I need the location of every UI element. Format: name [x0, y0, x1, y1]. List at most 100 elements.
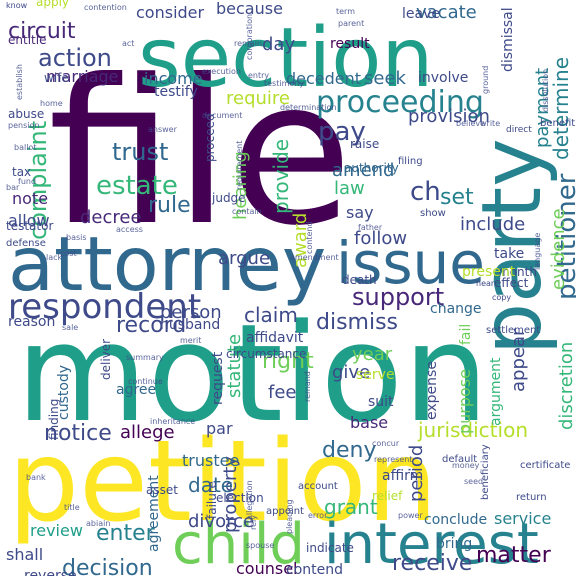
word-counsel: counsel [236, 559, 298, 576]
word-merit: merit [180, 336, 201, 345]
word-settlement: settlement [486, 325, 540, 336]
word-document: document [202, 111, 242, 120]
word-testify: testify [154, 84, 198, 100]
word-statute: statute [224, 334, 245, 398]
word-deny: deny [322, 438, 376, 463]
word-enter: enter [96, 521, 156, 546]
word-petition: petition [8, 417, 438, 547]
word-relief: relief [372, 489, 403, 503]
word-corporation: corporation [245, 14, 254, 60]
word-require: require [226, 88, 290, 109]
word-rely: rely [249, 515, 258, 530]
word-base: base [350, 413, 388, 432]
word-involve: involve [418, 70, 468, 86]
word-amendment: amendment [290, 253, 339, 262]
word-award: award [290, 213, 311, 268]
word-write: write [480, 119, 500, 128]
word-spouse: spouse [246, 541, 274, 550]
word-day: day [262, 34, 295, 55]
word-law: law [334, 178, 365, 199]
word-judge: judge [211, 191, 246, 205]
word-period: period [406, 445, 427, 502]
word-proceeding: proceeding [316, 85, 484, 120]
word-abiain: abiain [86, 519, 110, 528]
word-change: change [430, 301, 482, 317]
word-ground: ground [481, 66, 490, 94]
word-dismiss: dismiss [316, 310, 398, 335]
word-defense: defense [6, 238, 46, 249]
word-evidence: evidence [548, 208, 569, 290]
word-proceed: proceed [203, 113, 217, 162]
word-decree: decree [80, 207, 142, 228]
word-bring: bring [436, 536, 472, 552]
word-because: because [216, 0, 283, 18]
word-fund: fund [18, 177, 36, 186]
word-motion: motion [16, 295, 489, 452]
word-custody: custody [56, 365, 72, 420]
word-entry: entry [248, 71, 269, 80]
word-contention: contention [84, 3, 127, 12]
word-death: death [342, 273, 377, 287]
word-petitioner: petitioner [552, 173, 576, 300]
word-power: power [398, 511, 423, 520]
word-consider: consider [136, 3, 205, 22]
word-concur: concur [372, 439, 400, 448]
word-appear: appear [508, 328, 529, 392]
word-inheritance: inheritance [150, 417, 195, 426]
word-believe: believe [456, 119, 485, 128]
word-indicate: indicate [306, 541, 354, 555]
word-appoint: appoint [266, 506, 304, 517]
word-dismissal: dismissal [500, 7, 516, 72]
word-entitle: entitle [8, 33, 46, 47]
word-review: review [30, 521, 83, 540]
word-husband: husband [160, 317, 220, 333]
word-set: set [440, 185, 474, 210]
word-trustee: trustee [182, 451, 239, 470]
word-reason: reason [8, 314, 55, 330]
word-allow: allow [8, 211, 50, 230]
word-execution: execution [202, 67, 241, 76]
word-note: note [12, 189, 48, 208]
word-finding: finding [47, 399, 61, 440]
word-agree: agree [116, 382, 156, 398]
word-default: default [442, 454, 477, 465]
word-jurisdiction: jurisdiction [417, 418, 528, 442]
word-fail: fail [458, 324, 474, 345]
word-trust: trust [112, 138, 168, 166]
word-date: date [188, 473, 233, 497]
word-receive: receive [392, 551, 472, 576]
word-pension: pension [8, 121, 39, 130]
word-determination: determination [280, 103, 337, 112]
word-account: account [298, 481, 338, 492]
word-bar: bar [6, 183, 20, 192]
word-action: action [38, 44, 112, 72]
word-property: property [220, 456, 241, 533]
word-tax: tax [12, 165, 31, 179]
word-say: say [346, 203, 374, 222]
word-decision: decision [62, 556, 153, 576]
word-pay: pay [318, 117, 366, 147]
word-wife: wife [44, 71, 69, 85]
word-notice: notice [44, 421, 112, 446]
word-complaint: complaint [24, 121, 52, 240]
word-certificate: certificate [520, 460, 570, 471]
word-leave: leave [402, 6, 440, 22]
word-sale: sale [62, 323, 78, 332]
word-allege: allege [120, 422, 175, 443]
word-money: money [452, 461, 480, 470]
word-father: father [358, 223, 383, 232]
word-contend: contend [305, 221, 314, 254]
word-direct: direct [506, 125, 532, 135]
word-testator: testator [6, 219, 53, 233]
word-reverse: reverse [24, 568, 77, 576]
word-attorney: attorney [8, 220, 326, 308]
word-give: give [332, 362, 370, 383]
word-respondent: respondent [8, 287, 201, 327]
word-contend: contend [286, 562, 343, 576]
word-person: person [160, 302, 222, 323]
word-dissolution: dissolution [541, 69, 550, 112]
word-argument: argument [488, 357, 504, 426]
word-conclude: conclude [424, 512, 487, 528]
word-lack: lack [46, 253, 63, 262]
